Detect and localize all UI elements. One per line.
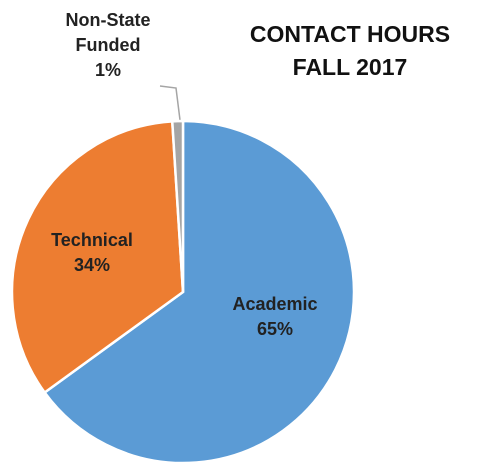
pie-slice [42, 119, 356, 465]
category-label: Technical [51, 230, 133, 250]
slice-label: Non-State Funded 1% [58, 8, 158, 83]
category-label: Non-State Funded [65, 10, 151, 55]
title-line: FALL 2017 [292, 54, 408, 80]
title-line: CONTACT HOURS [249, 21, 451, 47]
leader-line [159, 85, 181, 121]
value-label: 34% [73, 255, 111, 275]
chart-title: CONTACT HOURS FALL 2017 [235, 18, 465, 84]
value-label: 65% [256, 319, 294, 339]
pie-slice [10, 120, 185, 395]
category-label: Academic [232, 294, 318, 314]
pie-slice [170, 119, 185, 293]
slice-label: Technical 34% [32, 228, 152, 278]
value-label: 1% [94, 60, 121, 80]
slice-label: Academic 65% [215, 292, 335, 342]
